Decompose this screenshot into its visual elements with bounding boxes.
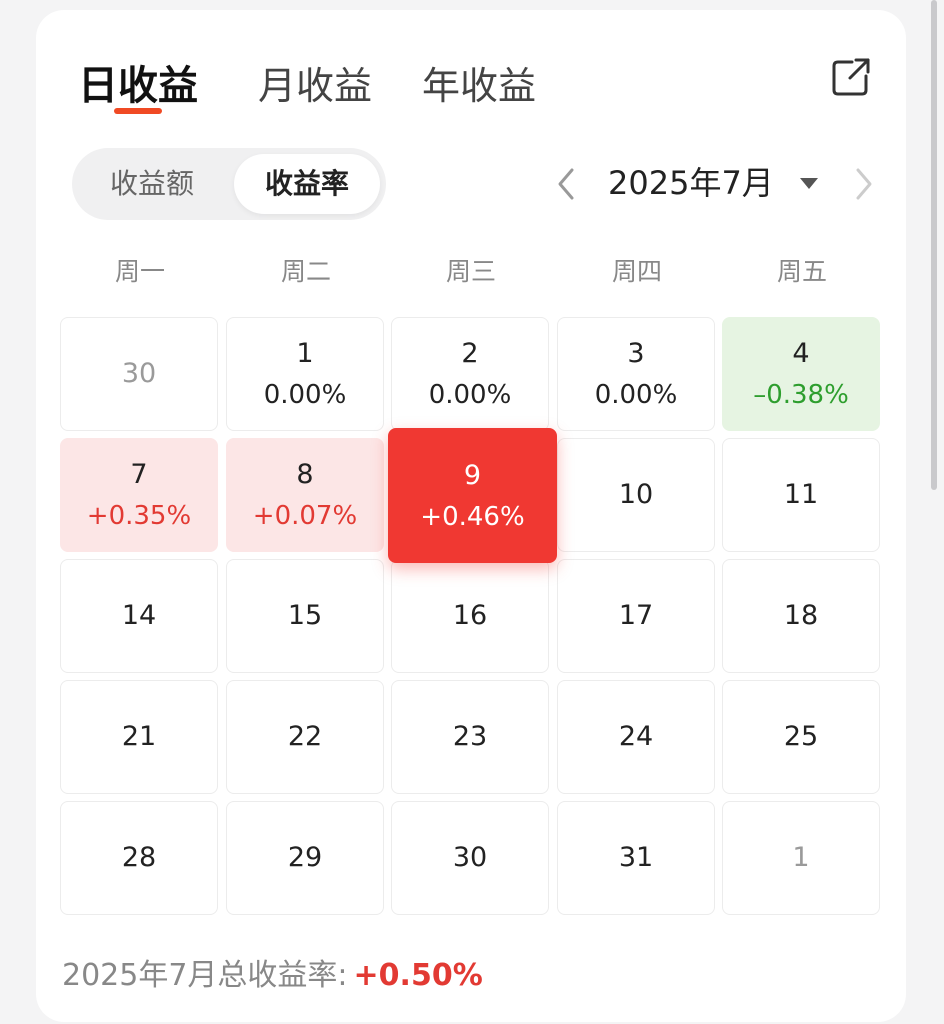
daily-returns-card: 日收益 月收益 年收益 收益额 收益率 2025年7月 周一 周二 周三 周四 …	[36, 10, 906, 1022]
tab-daily-returns[interactable]: 日收益	[78, 63, 198, 109]
day-number: 2	[461, 338, 479, 369]
day-number: 7	[130, 459, 148, 490]
day-number: 18	[783, 600, 819, 631]
toggle-return-amount[interactable]: 收益额	[109, 167, 194, 200]
chevron-right-icon[interactable]	[848, 166, 878, 202]
calendar-day-cell[interactable]: 15	[226, 559, 384, 673]
day-number: 28	[121, 842, 157, 873]
share-icon[interactable]	[830, 56, 872, 98]
calendar-day-cell[interactable]: 9 +0.46%	[388, 428, 557, 563]
day-number: 4	[792, 338, 810, 369]
calendar-day-cell[interactable]: 1 0.00%	[226, 317, 384, 431]
calendar-day-cell[interactable]: 11	[722, 438, 880, 552]
day-number: 11	[783, 479, 819, 510]
day-number: 8	[296, 459, 314, 490]
calendar-day-cell[interactable]: 7 +0.35%	[60, 438, 218, 552]
calendar-day-cell[interactable]: 24	[557, 680, 715, 794]
day-number: 30	[452, 842, 488, 873]
day-return-rate: +0.46%	[420, 501, 525, 532]
day-return-rate: –0.38%	[753, 380, 849, 410]
day-return-rate: 0.00%	[263, 380, 347, 410]
day-number: 1	[792, 842, 810, 873]
chevron-left-icon[interactable]	[552, 166, 582, 202]
calendar-day-cell[interactable]: 16	[391, 559, 549, 673]
day-number: 22	[287, 721, 323, 752]
day-number: 17	[618, 600, 654, 631]
weekday-mon: 周一	[114, 257, 165, 286]
calendar-day-cell[interactable]: 30	[60, 317, 218, 431]
calendar-day-cell[interactable]: 10	[557, 438, 715, 552]
day-number: 21	[121, 721, 157, 752]
tab-yearly-returns[interactable]: 年收益	[422, 64, 537, 108]
day-number: 24	[618, 721, 654, 752]
calendar-day-cell[interactable]: 28	[60, 801, 218, 915]
day-return-rate: 0.00%	[594, 380, 678, 410]
day-number: 30	[121, 358, 157, 389]
day-number: 29	[287, 842, 323, 873]
calendar-day-cell[interactable]: 25	[722, 680, 880, 794]
caret-down-icon[interactable]	[800, 178, 818, 189]
calendar-day-cell[interactable]: 18	[722, 559, 880, 673]
calendar-day-cell[interactable]: 21	[60, 680, 218, 794]
weekday-tue: 周二	[280, 257, 331, 286]
active-tab-indicator	[114, 108, 162, 114]
summary-label: 2025年7月总收益率:	[62, 958, 348, 993]
day-number: 1	[296, 338, 314, 369]
day-number: 31	[618, 842, 654, 873]
calendar-day-cell[interactable]: 8 +0.07%	[226, 438, 384, 552]
calendar-day-cell[interactable]: 23	[391, 680, 549, 794]
calendar-day-cell[interactable]: 31	[557, 801, 715, 915]
calendar-day-cell[interactable]: 4 –0.38%	[722, 317, 880, 431]
calendar-day-cell[interactable]: 1	[722, 801, 880, 915]
day-number: 10	[618, 479, 654, 510]
day-return-rate: 0.00%	[428, 380, 512, 410]
weekday-fri: 周五	[776, 257, 827, 286]
calendar-day-cell[interactable]: 14	[60, 559, 218, 673]
metric-toggle: 收益额 收益率	[72, 148, 386, 220]
day-number: 23	[452, 721, 488, 752]
calendar-day-cell[interactable]: 22	[226, 680, 384, 794]
toggle-return-rate[interactable]: 收益率	[234, 154, 380, 214]
day-number: 25	[783, 721, 819, 752]
weekday-thu: 周四	[611, 257, 662, 286]
tab-monthly-returns[interactable]: 月收益	[258, 64, 373, 108]
day-number: 3	[627, 338, 645, 369]
calendar-day-cell[interactable]: 17	[557, 559, 715, 673]
day-return-rate: +0.35%	[86, 501, 192, 531]
day-number: 14	[121, 600, 157, 631]
scrollbar[interactable]	[931, 0, 937, 490]
day-number: 15	[287, 600, 323, 631]
day-number: 9	[463, 459, 482, 491]
summary-value: +0.50%	[353, 958, 483, 993]
calendar-day-cell[interactable]: 30	[391, 801, 549, 915]
calendar-day-cell[interactable]: 3 0.00%	[557, 317, 715, 431]
calendar-day-cell[interactable]: 2 0.00%	[391, 317, 549, 431]
day-return-rate: +0.07%	[252, 501, 358, 531]
month-selector[interactable]: 2025年7月	[608, 164, 774, 202]
weekday-wed: 周三	[445, 257, 496, 286]
calendar-day-cell[interactable]: 29	[226, 801, 384, 915]
monthly-summary: 2025年7月总收益率: +0.50%	[62, 954, 483, 998]
day-number: 16	[452, 600, 488, 631]
